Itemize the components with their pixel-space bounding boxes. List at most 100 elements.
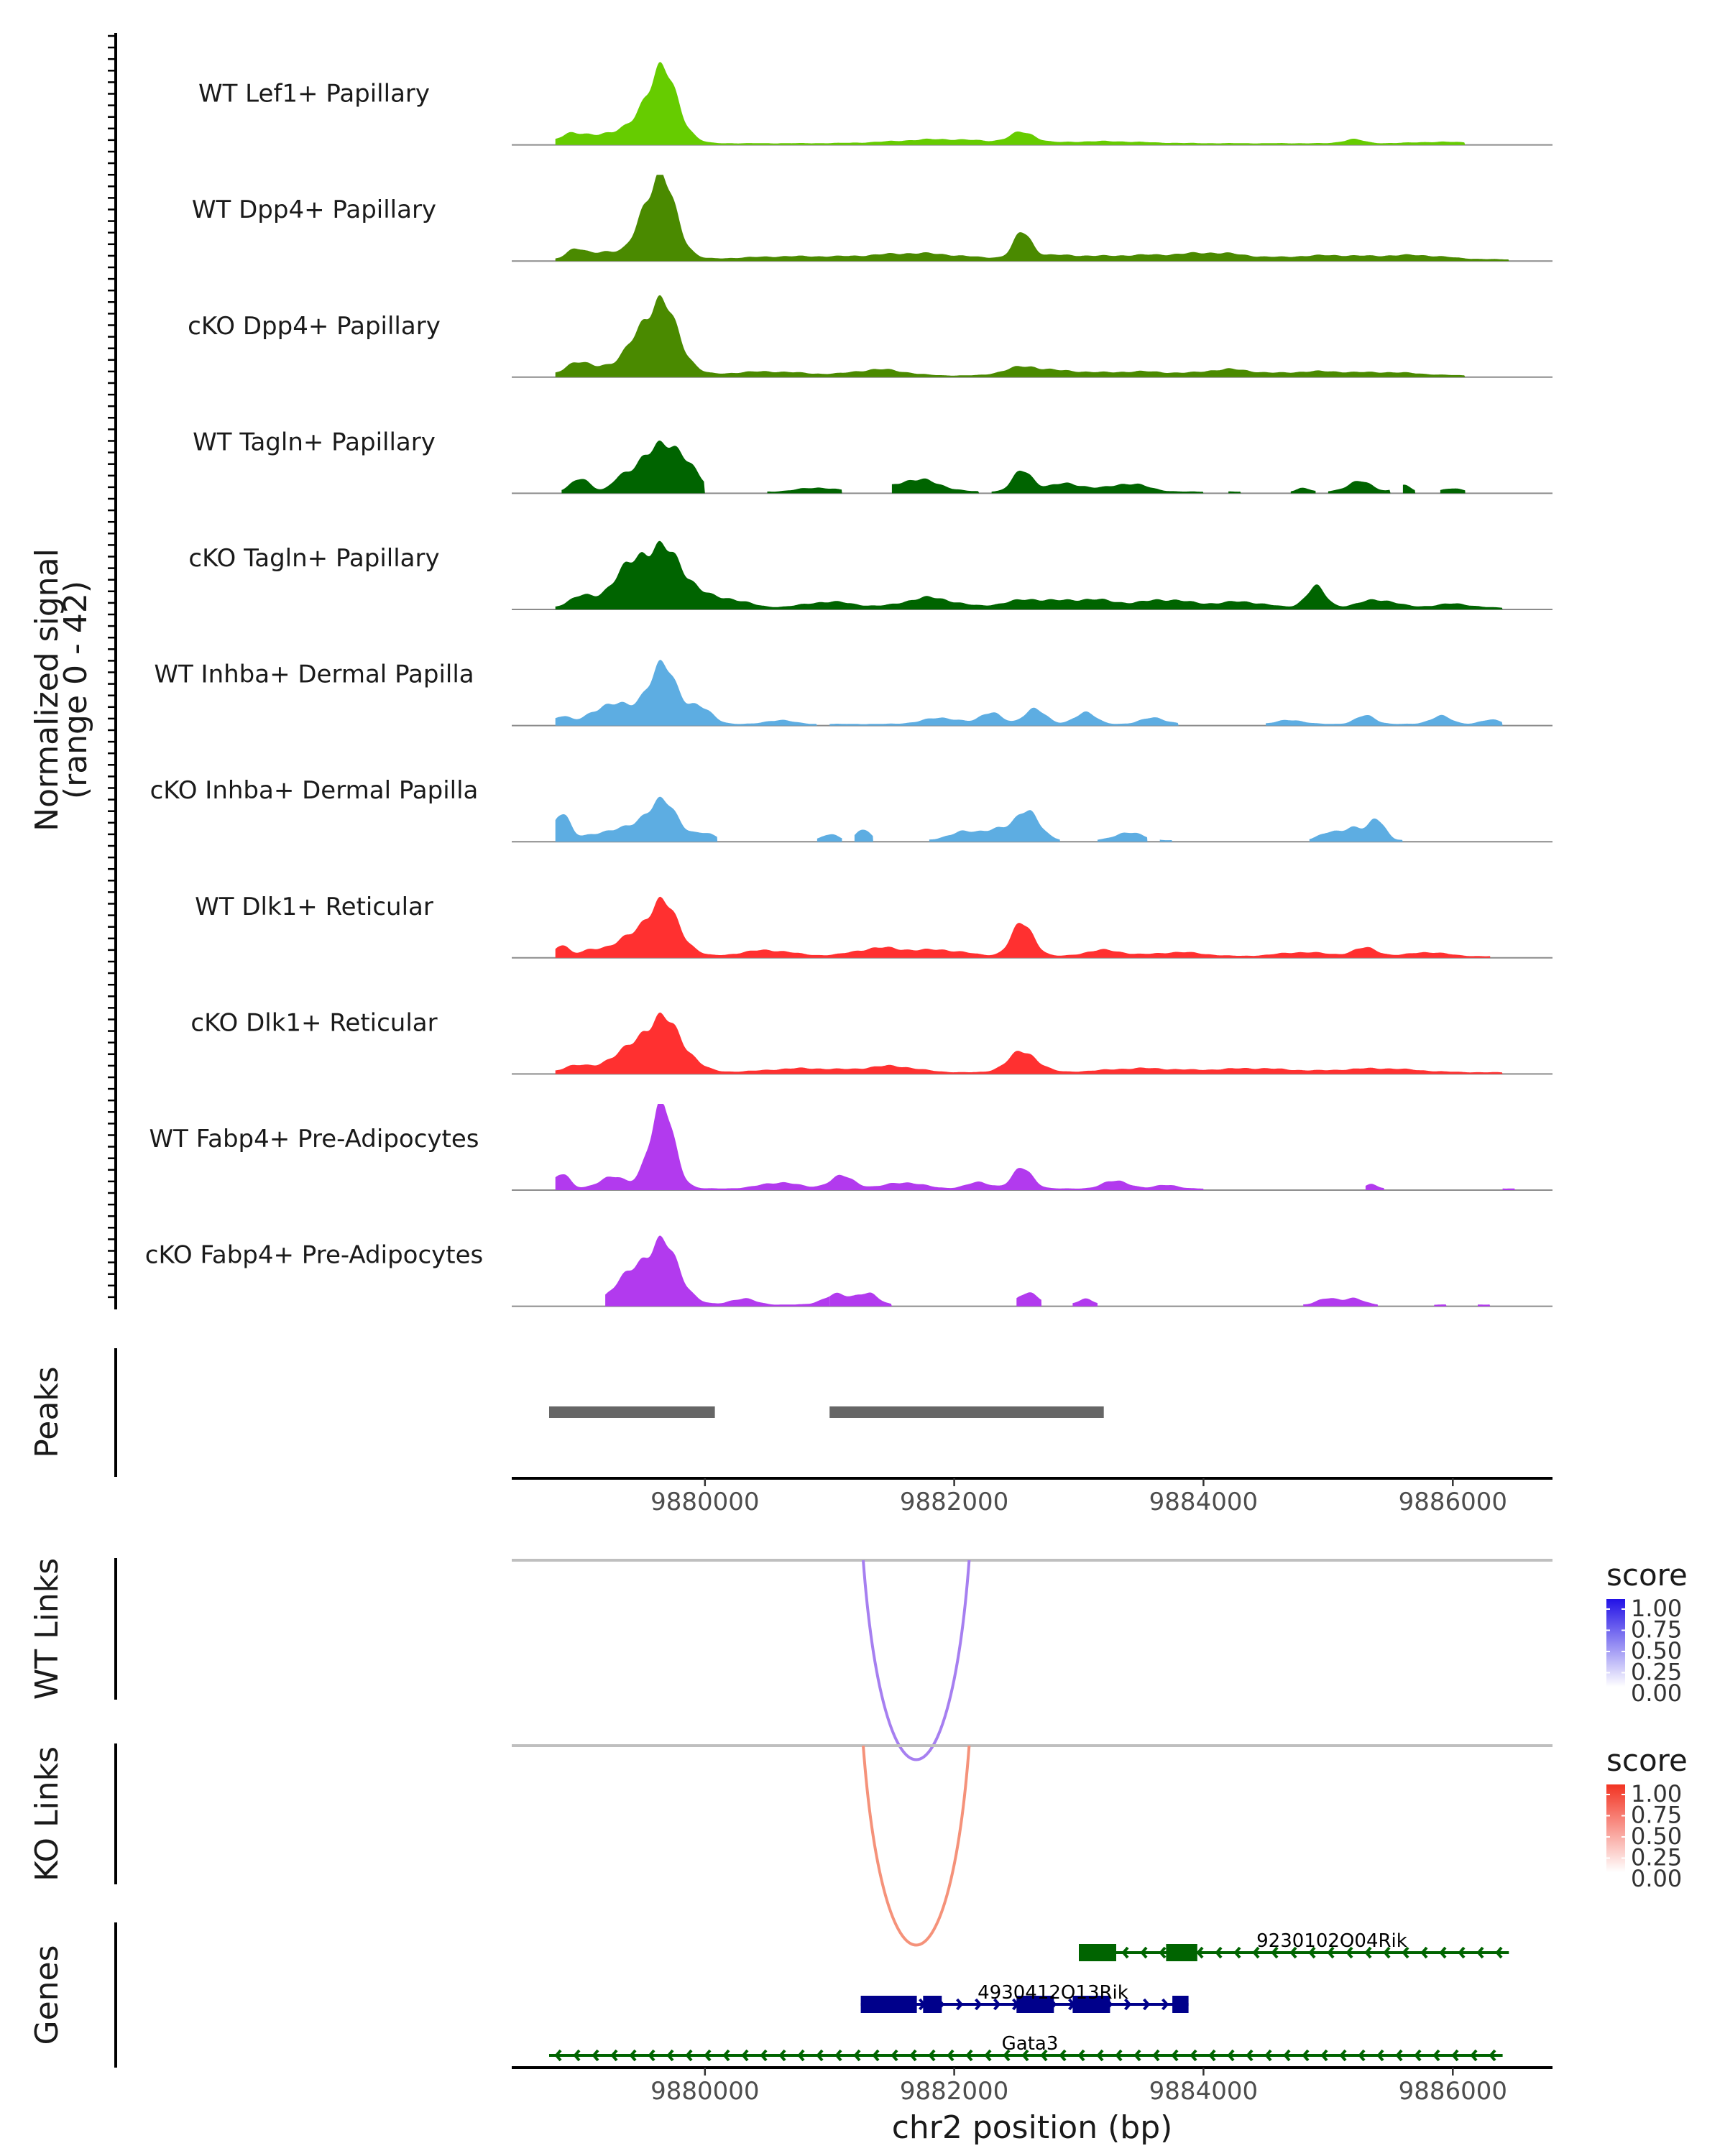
x-axis-top: 9880000 9882000 9884000 9886000: [512, 1477, 1552, 1516]
track-label: WT Dlk1+ Reticular: [195, 893, 433, 921]
coverage-area: [605, 1235, 830, 1307]
track-label: cKO Fabp4+ Pre-Adipocytes: [145, 1241, 484, 1270]
track: cKO Dlk1+ Reticular: [190, 1008, 1552, 1075]
coverage-area: [1266, 714, 1503, 726]
strand-chevron: [1115, 2049, 1123, 2062]
signal-axis-range-label: (range 0 - 42): [58, 581, 94, 799]
coverage-area: [816, 834, 842, 842]
legend-tick-label: 0.00: [1631, 1865, 1682, 1892]
strand-chevron: [1283, 2049, 1291, 2062]
strand-chevron: [1358, 2049, 1366, 2062]
strand-chevron: [666, 2049, 674, 2062]
strand-chevron: [1190, 2049, 1197, 2062]
signal-y-axis: [108, 33, 117, 1309]
track: cKO Fabp4+ Pre-Adipocytes: [145, 1235, 1552, 1307]
track: WT Tagln+ Papillary: [193, 428, 1552, 494]
coverage-area: [555, 1104, 1204, 1190]
strand-chevron: [1364, 1946, 1372, 1959]
track: cKO Dpp4+ Papillary: [188, 295, 1552, 378]
strand-chevron: [1215, 1946, 1223, 1959]
strand-chevron: [891, 2049, 898, 2062]
track-label: cKO Inhba+ Dermal Papilla: [150, 776, 479, 805]
strand-chevron: [1414, 2049, 1422, 2062]
strand-chevron: [1376, 2049, 1384, 2062]
strand-chevron: [1140, 1946, 1148, 1959]
peak-bar: [549, 1406, 715, 1418]
peaks-track: [549, 1406, 1104, 1418]
track-label: WT Inhba+ Dermal Papilla: [154, 660, 474, 689]
genes-label: Genes: [29, 1945, 65, 2045]
strand-chevron: [610, 2049, 618, 2062]
strand-chevron: [909, 2049, 917, 2062]
strand-chevron: [592, 2049, 599, 2062]
x-tick-label: 9880000: [650, 2077, 759, 2106]
legend-title: score: [1606, 1557, 1688, 1593]
coverage-area: [555, 660, 817, 726]
strand-chevron: [1264, 2049, 1272, 2062]
coverage-area: [1159, 839, 1173, 842]
coverage-area: [555, 540, 1503, 609]
legend-tick-label: 0.25: [1631, 1659, 1682, 1686]
strand-chevron: [853, 2049, 861, 2062]
strand-chevron: [1470, 2049, 1478, 2062]
strand-chevron: [1133, 2049, 1141, 2062]
coverage-area: [561, 441, 705, 494]
strand-chevron: [1096, 2049, 1104, 2062]
gene-label: 4930412O13Rik: [978, 1982, 1128, 2004]
strand-chevron: [1162, 1998, 1169, 2011]
peaks-label: Peaks: [29, 1366, 65, 1457]
strand-chevron: [1476, 1946, 1484, 1959]
track-label: WT Fabp4+ Pre-Adipocytes: [150, 1125, 479, 1153]
links-label: WT Links: [29, 1558, 65, 1700]
track: WT Inhba+ Dermal Papilla: [154, 660, 1552, 727]
strand-chevron: [834, 2049, 842, 2062]
strand-chevron: [1271, 1946, 1279, 1959]
strand-chevron: [965, 2049, 973, 2062]
strand-chevron: [1171, 2049, 1179, 2062]
strand-chevron: [1320, 2049, 1328, 2062]
x-tick-label: 9884000: [1149, 2077, 1258, 2106]
strand-chevron: [1432, 2049, 1440, 2062]
strand-chevron: [722, 2049, 730, 2062]
track: cKO Inhba+ Dermal Papilla: [150, 776, 1552, 843]
coverage-area: [1290, 487, 1316, 494]
strand-chevron: [1458, 1946, 1466, 1959]
x-tick-label: 9880000: [650, 1488, 759, 1516]
track: WT Lef1+ Papillary: [198, 62, 1552, 146]
strand-chevron: [741, 2049, 749, 2062]
strand-chevron: [1346, 1946, 1353, 1959]
strand-chevron: [872, 2049, 880, 2062]
exon-box: [1166, 1944, 1197, 1961]
legend-tick-label: 1.00: [1631, 1780, 1682, 1807]
strand-chevron: [1040, 2049, 1048, 2062]
legend-tick-label: 0.75: [1631, 1802, 1682, 1829]
track: cKO Tagln+ Papillary: [188, 540, 1552, 610]
strand-chevron: [1308, 1946, 1316, 1959]
exon-box: [1079, 1944, 1116, 1961]
genes-track: 9230102O04Rik 4930412O13Rik Gata3: [549, 1930, 1509, 2062]
coverage-area: [1502, 1188, 1515, 1190]
coverage-area: [555, 62, 1466, 145]
coverage-area: [555, 295, 1466, 377]
strand-chevron: [1302, 2049, 1310, 2062]
strand-chevron: [956, 1998, 964, 2011]
exon-box: [1072, 1996, 1110, 2013]
strand-chevron: [760, 2049, 768, 2062]
exon-box: [1016, 1996, 1054, 2013]
peak-bar: [829, 1406, 1104, 1418]
coverage-area: [555, 896, 1491, 958]
legend-tick-label: 0.50: [1631, 1823, 1682, 1850]
strand-chevron: [629, 2049, 637, 2062]
strand-chevron: [1451, 2049, 1459, 2062]
coverage-area: [929, 810, 1060, 842]
x-tick-label: 9882000: [900, 2077, 1008, 2106]
strand-chevron: [704, 2049, 712, 2062]
strand-chevron: [928, 2049, 936, 2062]
coverage-area: [555, 175, 1509, 262]
links-label: KO Links: [29, 1746, 65, 1881]
strand-chevron: [685, 2049, 693, 2062]
legend-colorbar: [1606, 1599, 1625, 1687]
strand-chevron: [1420, 1946, 1428, 1959]
